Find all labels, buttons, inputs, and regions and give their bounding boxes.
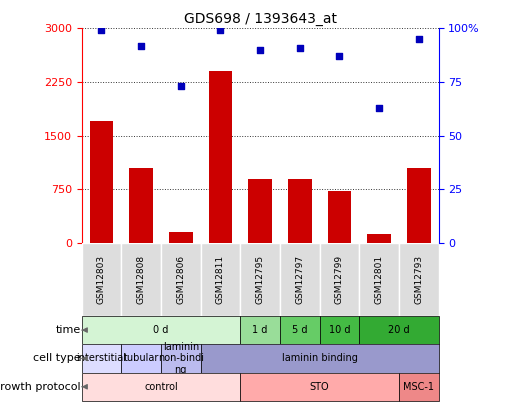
Bar xyxy=(121,243,161,316)
Bar xyxy=(406,168,430,243)
Point xyxy=(335,53,343,60)
Bar xyxy=(327,192,351,243)
Text: laminin
non-bindi
ng: laminin non-bindi ng xyxy=(157,342,204,375)
Text: MSC-1: MSC-1 xyxy=(403,382,434,392)
Bar xyxy=(358,243,398,316)
Point xyxy=(256,47,264,53)
Point xyxy=(414,36,422,43)
Bar xyxy=(240,316,279,344)
Text: GSM12811: GSM12811 xyxy=(215,255,224,304)
Bar xyxy=(81,344,121,373)
Text: growth protocol: growth protocol xyxy=(0,382,80,392)
Point xyxy=(374,104,382,111)
Bar xyxy=(121,344,161,373)
Text: GSM12799: GSM12799 xyxy=(334,255,343,304)
Text: 20 d: 20 d xyxy=(387,325,409,335)
Bar xyxy=(81,316,240,344)
Bar xyxy=(358,316,438,344)
Bar xyxy=(248,179,271,243)
Text: GSM12801: GSM12801 xyxy=(374,255,383,304)
Bar xyxy=(200,243,240,316)
Text: 1 d: 1 d xyxy=(252,325,267,335)
Point xyxy=(176,83,184,90)
Text: GSM12806: GSM12806 xyxy=(176,255,185,304)
Bar xyxy=(129,168,153,243)
Text: time: time xyxy=(55,325,80,335)
Text: 5 d: 5 d xyxy=(292,325,307,335)
Text: GSM12795: GSM12795 xyxy=(255,255,264,304)
Text: 0 d: 0 d xyxy=(153,325,168,335)
Bar xyxy=(81,373,240,401)
Text: laminin binding: laminin binding xyxy=(281,354,357,363)
Point xyxy=(97,27,105,34)
Bar xyxy=(161,243,200,316)
Point xyxy=(216,27,224,34)
Bar xyxy=(287,179,311,243)
Bar xyxy=(319,316,358,344)
Bar xyxy=(240,373,398,401)
Bar xyxy=(240,243,279,316)
Bar xyxy=(90,122,113,243)
Text: 10 d: 10 d xyxy=(328,325,350,335)
Text: STO: STO xyxy=(309,382,329,392)
Bar xyxy=(279,243,319,316)
Bar xyxy=(208,71,232,243)
Text: tubular: tubular xyxy=(123,354,158,363)
Bar xyxy=(398,243,438,316)
Bar xyxy=(168,232,192,243)
Text: cell type: cell type xyxy=(33,354,80,363)
Text: GSM12808: GSM12808 xyxy=(136,255,145,304)
Bar xyxy=(279,316,319,344)
Point xyxy=(295,45,303,51)
Text: interstitial: interstitial xyxy=(76,354,126,363)
Text: GSM12793: GSM12793 xyxy=(413,255,422,304)
Text: control: control xyxy=(144,382,178,392)
Title: GDS698 / 1393643_at: GDS698 / 1393643_at xyxy=(183,12,336,26)
Bar xyxy=(200,344,438,373)
Bar xyxy=(398,373,438,401)
Point xyxy=(137,42,145,49)
Bar xyxy=(366,234,390,243)
Text: GSM12797: GSM12797 xyxy=(295,255,304,304)
Bar xyxy=(161,344,200,373)
Bar xyxy=(81,243,121,316)
Text: GSM12803: GSM12803 xyxy=(97,255,106,304)
Bar xyxy=(319,243,358,316)
